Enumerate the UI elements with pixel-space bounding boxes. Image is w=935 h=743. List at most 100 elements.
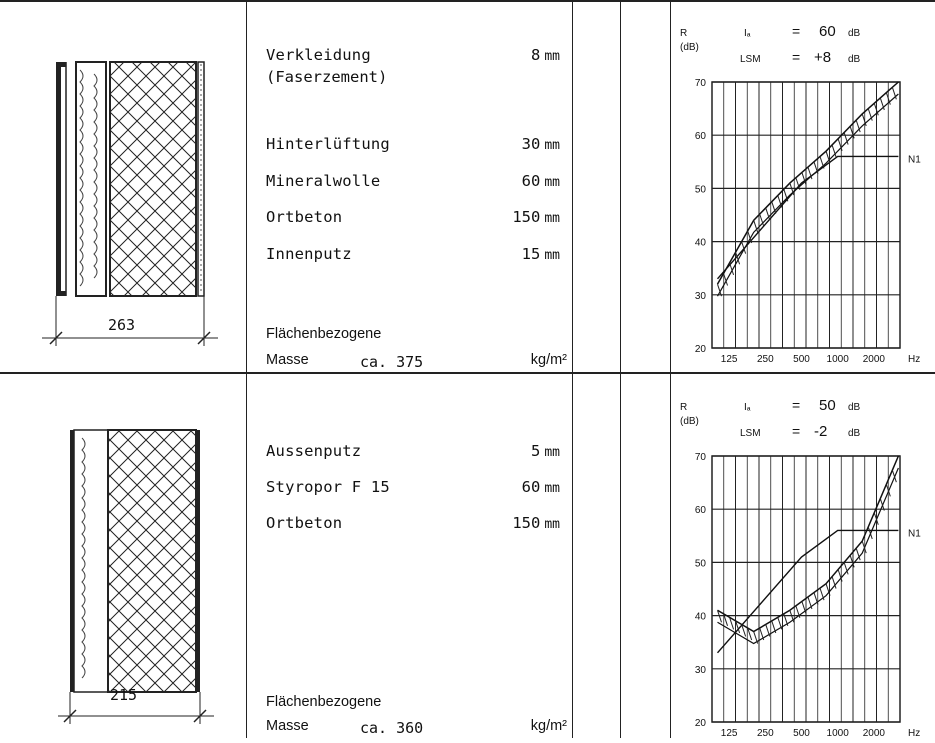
- ia-label: Iₐ: [744, 402, 751, 413]
- mass-label-2: Masse: [266, 718, 309, 734]
- x-axis-unit: Hz: [908, 728, 920, 738]
- y-tick-label: 60: [695, 131, 707, 142]
- y-tick-label: 20: [695, 718, 707, 729]
- wall-section-2: 215 Aussenputz 5 mm Styropor F 15 60 mm Or…: [0, 374, 935, 739]
- band-hatch-mark: [753, 631, 759, 644]
- ia-equals: =: [792, 397, 800, 413]
- ia-label: Iₐ: [744, 28, 751, 39]
- y-tick-label: 30: [695, 665, 707, 676]
- layer-row: Aussenputz 5 mm: [262, 442, 572, 466]
- mass-unit: kg/m²: [530, 718, 567, 734]
- band-hatch-mark: [717, 610, 722, 623]
- mass-label: Flächenbezogene: [266, 694, 382, 710]
- y-axis-unit: (dB): [680, 416, 699, 427]
- layer-name: Ortbeton: [266, 208, 343, 226]
- band-hatch-mark: [825, 151, 831, 164]
- band-hatch-mark: [831, 576, 837, 589]
- band-hatch-mark: [861, 540, 867, 554]
- y-axis-label: R: [680, 402, 687, 413]
- band-hatch-mark: [849, 555, 855, 568]
- band-hatch-mark: [861, 113, 867, 127]
- reference-curve-n1: [716, 155, 899, 280]
- band-hatch-mark: [729, 617, 735, 630]
- layer-name: Aussenputz: [266, 442, 362, 460]
- table-border-top: [0, 0, 935, 2]
- band-hatch-mark: [843, 132, 849, 145]
- mass-row: Masse ca. 360 kg/m²: [266, 718, 567, 738]
- band-hatch-mark: [837, 138, 843, 151]
- y-tick-label: 40: [695, 612, 707, 623]
- column-divider-2: [572, 0, 573, 738]
- layer-thickness: 60 mm: [521, 172, 560, 190]
- band-hatch-mark: [807, 596, 813, 610]
- band-hatch-mark: [747, 230, 753, 244]
- x-tick-label: 125: [721, 728, 738, 738]
- band-hatch-mark: [765, 207, 771, 221]
- band-hatch-mark: [855, 548, 861, 561]
- x-tick-label: 1000: [827, 728, 850, 738]
- layer-list-2: Aussenputz 5 mm Styropor F 15 60 mm Ortbet…: [262, 374, 572, 738]
- band-hatch-mark: [771, 620, 777, 634]
- band-hatch-mark: [771, 201, 777, 214]
- band-hatch-mark: [879, 97, 885, 111]
- dimension-label-2: 215: [110, 686, 138, 704]
- band-hatch-mark: [723, 613, 729, 626]
- column-divider-4: [670, 0, 671, 738]
- ia-unit: dB: [848, 402, 861, 413]
- vertical-gridlines: [711, 82, 901, 348]
- measured-curve: [716, 81, 899, 285]
- reference-curve-n1: [716, 529, 899, 654]
- x-tick-label: 125: [721, 354, 738, 365]
- layer-name: Innenputz: [266, 245, 352, 263]
- band-hatch-mark: [741, 241, 747, 254]
- plot-frame: [711, 81, 901, 349]
- band-hatch-mark: [735, 620, 741, 634]
- band-hatch-mark: [831, 144, 837, 158]
- ia-unit: dB: [848, 28, 861, 39]
- x-tick-label: 2000: [863, 728, 886, 738]
- layer-row: Innenputz 15 mm: [262, 245, 572, 269]
- band-hatch-mark: [819, 156, 825, 169]
- y-tick-label: 40: [695, 238, 707, 249]
- band-hatch-mark: [885, 92, 891, 105]
- y-tick-label: 20: [695, 344, 707, 355]
- column-divider-3: [620, 0, 621, 738]
- lsm-value: -2: [814, 423, 827, 440]
- layer-name: Hinterlüftung: [266, 135, 390, 153]
- band-hatch-mark: [759, 213, 765, 227]
- layer-list-1: Verkleidung (Faserzement) 8 mm Hinterlüft…: [262, 0, 572, 372]
- sound-insulation-chart-1: R (dB) Iₐ = 60 dB LSM = +8 dB 70 60 50 40 30 20 125 250 50…: [674, 0, 932, 372]
- layer-name: Ortbeton: [266, 514, 343, 532]
- lsm-equals: =: [792, 49, 800, 65]
- dimension-label-1: 263: [108, 316, 136, 334]
- band-hatch-mark: [795, 177, 801, 190]
- band-hatch-mark: [855, 119, 861, 133]
- band-hatch-mark: [849, 126, 855, 139]
- band-hatch-mark: [729, 262, 735, 276]
- wall-section-1: 263 Verkleidung (Faserzement) 8 mm Hinter…: [38, 0, 932, 372]
- lsm-unit: dB: [848, 428, 861, 439]
- lsm-equals: =: [792, 423, 800, 439]
- sound-insulation-chart-2: R (dB) Iₐ = 50 dB LSM = -2 dB 70 60 50 40 30 20 125 250 50…: [674, 374, 932, 739]
- layer-thickness: 30 mm: [521, 135, 560, 153]
- layer-thickness: 150 mm: [512, 514, 560, 532]
- wall-cross-section-drawing-1: 263: [38, 40, 238, 360]
- band-hatch-mark: [735, 252, 741, 265]
- band-hatch-mark: [819, 587, 825, 601]
- mass-unit: kg/m²: [530, 352, 567, 368]
- band-hatch-mark: [717, 284, 722, 297]
- layer-name: Mineralwolle: [266, 172, 381, 190]
- measured-band-edge: [716, 93, 899, 297]
- layer-thickness: 15 mm: [521, 245, 560, 263]
- y-tick-label: 60: [695, 505, 707, 516]
- ia-value: 60: [819, 23, 836, 40]
- x-tick-label: 2000: [863, 354, 886, 365]
- mass-row: Masse ca. 375 kg/m²: [266, 352, 567, 372]
- band-hatch-mark: [873, 512, 879, 525]
- band-hatch-mark: [891, 87, 897, 100]
- y-axis-unit: (dB): [680, 42, 699, 53]
- band-hatch-mark: [783, 613, 789, 626]
- band-hatch-mark: [789, 610, 795, 623]
- ia-equals: =: [792, 23, 800, 39]
